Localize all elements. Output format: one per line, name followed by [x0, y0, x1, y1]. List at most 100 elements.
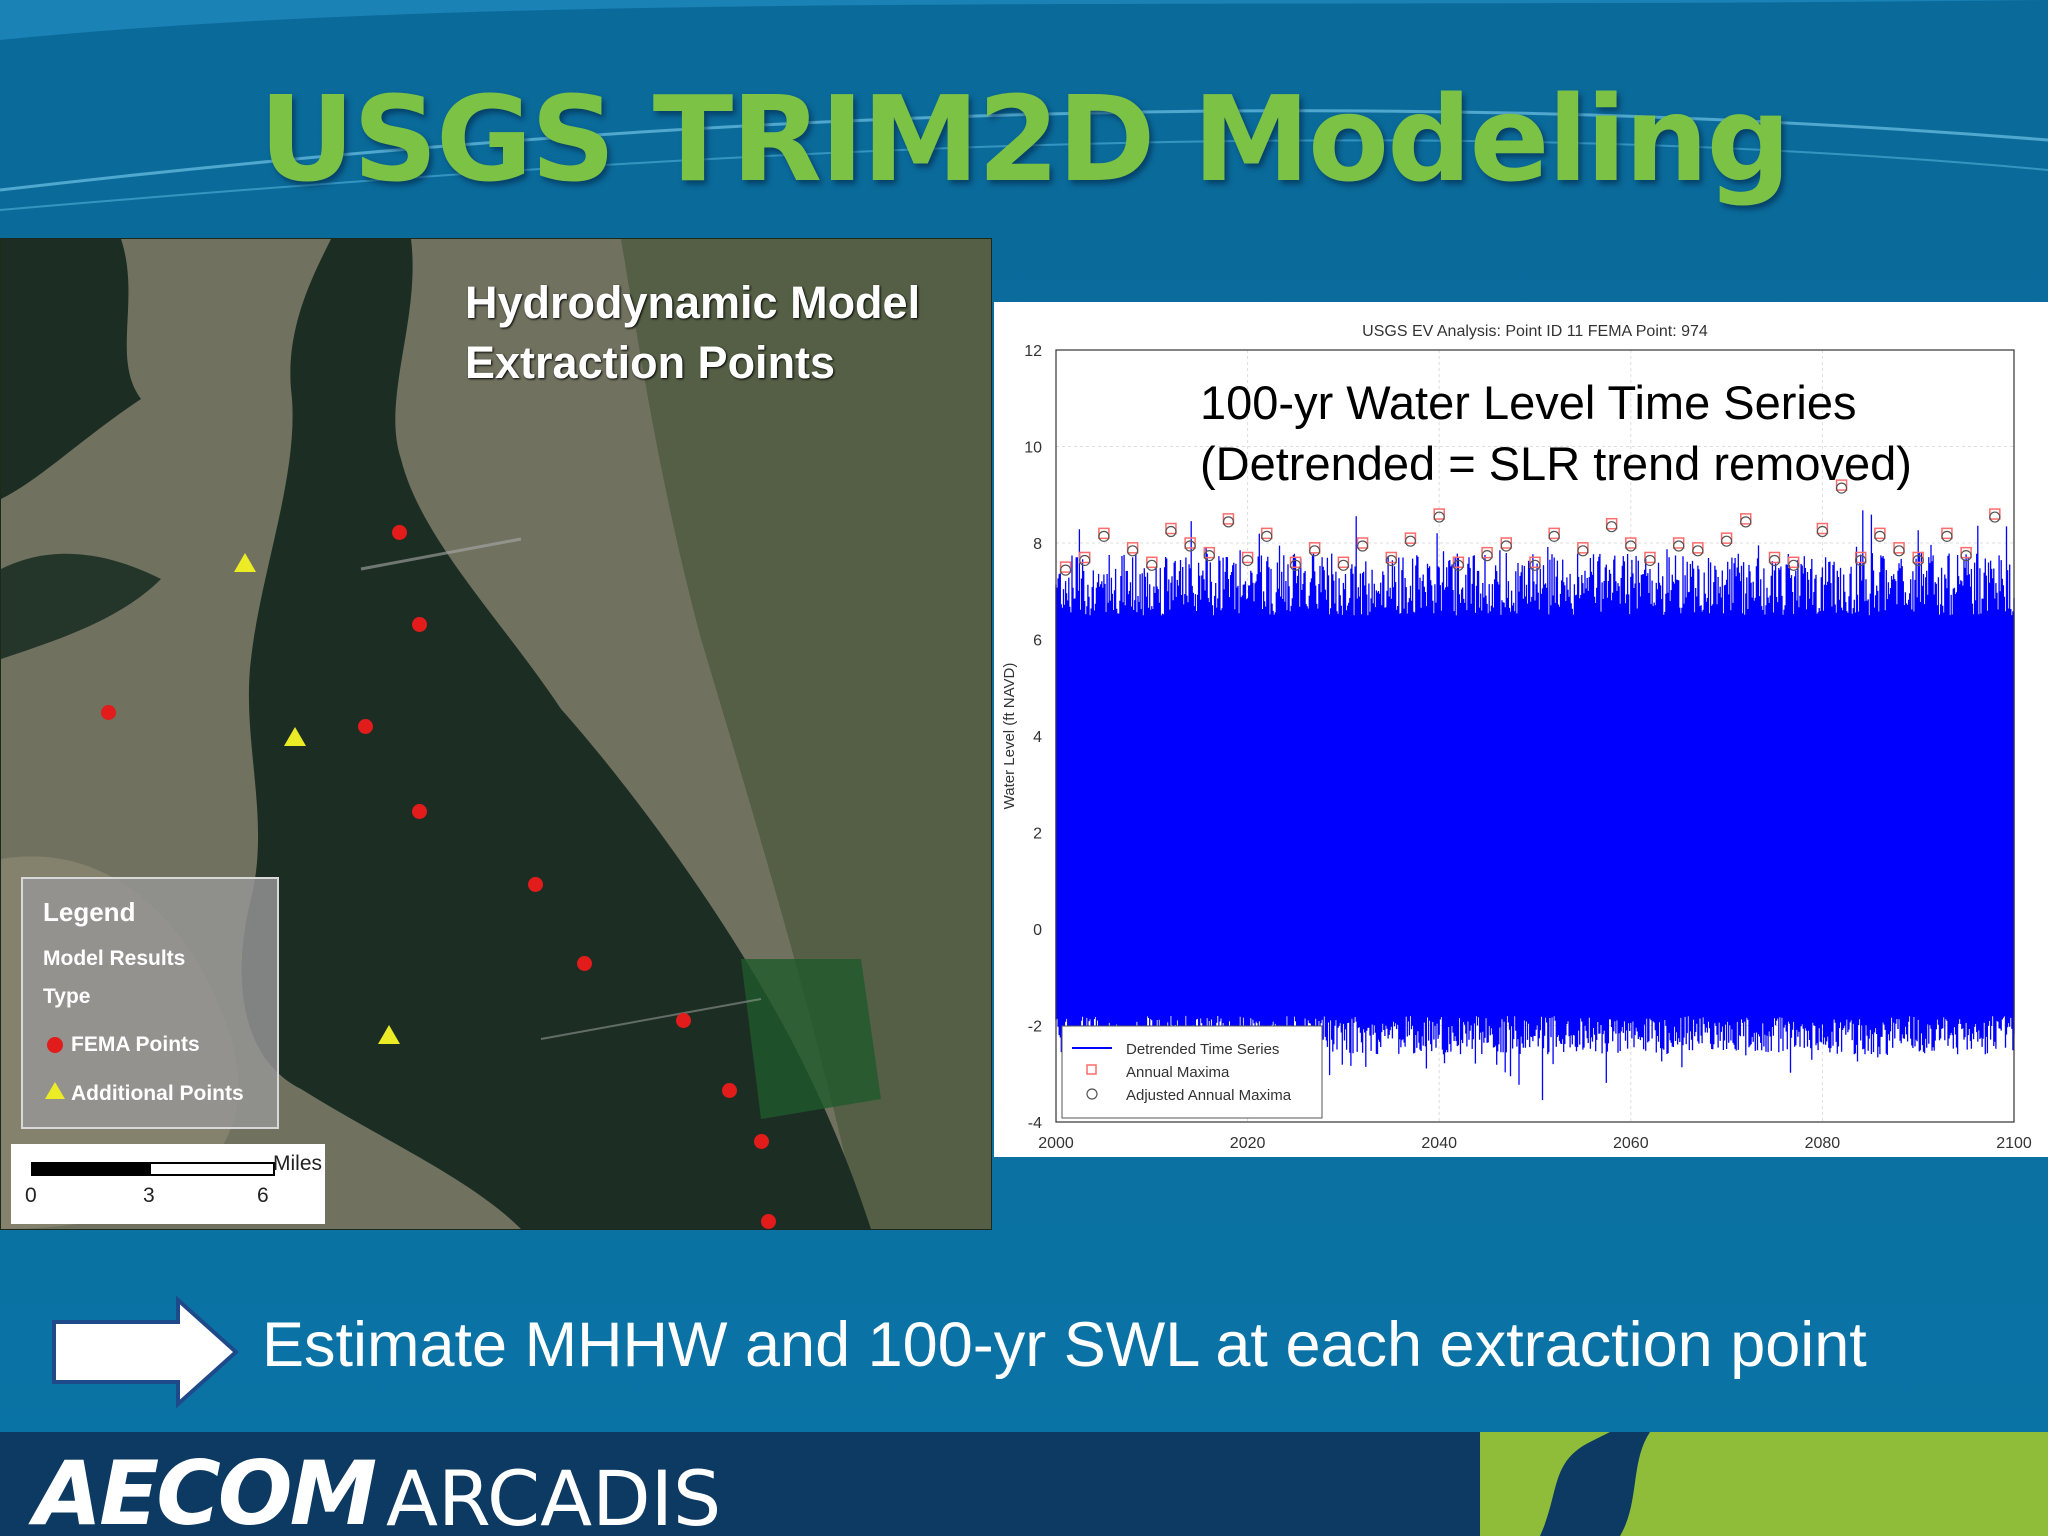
- adjusted-annual-maxima-marker: [1912, 554, 1924, 567]
- fema-point: [676, 1013, 691, 1028]
- chart-overlay-line1: 100-yr Water Level Time Series: [1200, 376, 1857, 429]
- adjusted-annual-maxima-marker: [1941, 530, 1953, 542]
- adjusted-annual-maxima-marker: [1309, 545, 1321, 557]
- detrended-series-band: [1056, 629, 2014, 1002]
- chart-svg: 2000 2020 2040 2060 2080 2100 -4 -2 0 2 4 6 8 10 12 USG…: [1001, 323, 2032, 1152]
- annual-maxima-marker: [1308, 542, 1321, 554]
- annual-maxima-marker: [1644, 551, 1656, 564]
- annual-maxima-marker: [1605, 517, 1618, 530]
- map-title-line1: Hydrodynamic Model: [465, 277, 921, 328]
- annual-maxima-marker: [1625, 537, 1637, 549]
- additional-point: [234, 553, 256, 572]
- adjusted-annual-maxima-marker: [1692, 545, 1704, 557]
- adjusted-annual-maxima-marker: [1261, 530, 1273, 542]
- adjusted-annual-maxima-marker: [1184, 540, 1196, 552]
- adjusted-annual-maxima-marker: [1606, 521, 1618, 533]
- water-level-chart: 2000 2020 2040 2060 2080 2100 -4 -2 0 2 4 6 8 10 12 USG…: [994, 302, 2048, 1157]
- fema-point: [528, 877, 543, 892]
- annual-maxima-marker: [1500, 537, 1513, 549]
- scale-bar-graphic: [31, 1162, 275, 1176]
- y-axis-label: Water Level (ft NAVD): [1001, 663, 1018, 810]
- annual-maxima-marker: [1184, 537, 1196, 549]
- y-tick-label: 12: [1024, 343, 1042, 360]
- annual-maxima-marker: [1165, 522, 1177, 535]
- annual-maxima-marker: [1548, 527, 1560, 540]
- adjusted-annual-maxima-marker: [1404, 535, 1417, 547]
- annual-maxima-marker: [1356, 537, 1369, 549]
- map-title: Hydrodynamic Model Extraction Points: [465, 273, 920, 393]
- legend-circle-icon: [1086, 1088, 1098, 1100]
- legend-entry: Annual Maxima: [1126, 1064, 1230, 1081]
- right-arrow-icon: [52, 1296, 239, 1408]
- annual-maxima-marker: [1337, 556, 1350, 569]
- adjusted-annual-maxima-marker: [1625, 540, 1637, 552]
- y-tick-label: 4: [1033, 729, 1042, 746]
- fema-point: [412, 804, 427, 819]
- annual-maxima-marker: [1059, 561, 1072, 573]
- map-legend: Legend Model Results Type FEMA Points Ad…: [21, 877, 279, 1129]
- annual-maxima-marker: [1385, 551, 1398, 564]
- y-tick-label: 10: [1024, 440, 1042, 457]
- adjusted-annual-maxima-marker: [1577, 545, 1589, 557]
- adjusted-annual-maxima-marker: [1385, 554, 1397, 567]
- chart-overlay-line2: (Detrended = SLR trend removed): [1200, 437, 1912, 490]
- y-tick-label: 8: [1033, 536, 1042, 553]
- adjusted-annual-maxima-marker: [1893, 545, 1905, 557]
- annual-maxima-marker: [1078, 551, 1091, 564]
- aecom-logo: AECOM: [34, 1442, 377, 1536]
- chart-overlay-text: 100-yr Water Level Time Series (Detrende…: [1200, 372, 1912, 494]
- adjusted-annual-maxima-marker: [1644, 554, 1656, 567]
- adjusted-annual-maxima-marker: [1356, 540, 1369, 552]
- fema-point: [412, 617, 427, 632]
- plot-frame: [1055, 349, 2015, 1123]
- adjusted-annual-maxima-marker: [1481, 550, 1493, 562]
- fema-point-icon: [47, 1037, 63, 1053]
- adjusted-annual-maxima-marker: [1079, 554, 1091, 567]
- adjusted-annual-maxima-marker: [1989, 511, 2001, 523]
- fema-point: [754, 1134, 769, 1149]
- adjusted-annual-maxima-marker: [1165, 525, 1177, 538]
- additional-point-icon: [45, 1082, 65, 1099]
- adjusted-annual-maxima-marker: [1146, 559, 1158, 571]
- adjusted-annual-maxima-marker: [1500, 540, 1512, 552]
- y-tick-label: -4: [1028, 1115, 1042, 1132]
- adjusted-annual-maxima-marker: [1433, 511, 1445, 523]
- footer-decoration: [1480, 1432, 2048, 1536]
- annual-maxima-marker: [1835, 479, 1848, 491]
- annual-maxima-marker: [1481, 546, 1493, 559]
- annual-maxima-marker: [1241, 551, 1254, 564]
- adjusted-annual-maxima-marker: [1720, 535, 1733, 547]
- adjusted-annual-maxima-marker: [1289, 559, 1302, 571]
- x-tick-label: 2020: [1230, 1135, 1266, 1152]
- adjusted-annual-maxima-marker: [1452, 559, 1464, 571]
- annual-maxima-marker: [1740, 513, 1752, 525]
- x-tick-label: 2060: [1613, 1135, 1649, 1152]
- fema-point: [392, 525, 407, 540]
- additional-point: [284, 727, 306, 746]
- map-scale-bar: Miles 0 3 6: [11, 1144, 325, 1224]
- fema-point: [761, 1214, 776, 1229]
- annual-maxima-marker: [1874, 527, 1886, 540]
- fema-point: [722, 1083, 737, 1098]
- annual-maxima-marker: [1941, 527, 1953, 540]
- y-tick-label: 2: [1033, 826, 1042, 843]
- footer-bar: AECOM ARCADIS: [0, 1432, 2048, 1536]
- fema-point: [101, 705, 116, 720]
- adjusted-annual-maxima-marker: [1203, 550, 1215, 562]
- adjusted-annual-maxima-marker: [1816, 525, 1829, 538]
- legend-entry: Adjusted Annual Maxima: [1126, 1087, 1292, 1104]
- annual-maxima-marker: [1577, 542, 1589, 554]
- x-tick-label: 2080: [1805, 1135, 1841, 1152]
- y-tick-label: 6: [1033, 633, 1042, 650]
- adjusted-annual-maxima-marker: [1127, 545, 1139, 557]
- legend-fema-label: FEMA Points: [71, 1033, 200, 1056]
- legend-title: Legend: [43, 897, 136, 927]
- arcadis-logo: ARCADIS: [386, 1454, 722, 1536]
- annual-maxima-marker: [1452, 556, 1465, 569]
- adjusted-annual-maxima-marker: [1960, 550, 1972, 562]
- legend-square-icon: [1086, 1064, 1097, 1075]
- adjusted-annual-maxima-marker: [1673, 540, 1685, 552]
- annual-maxima-marker: [1720, 532, 1733, 544]
- adjusted-annual-maxima-marker: [1874, 530, 1886, 542]
